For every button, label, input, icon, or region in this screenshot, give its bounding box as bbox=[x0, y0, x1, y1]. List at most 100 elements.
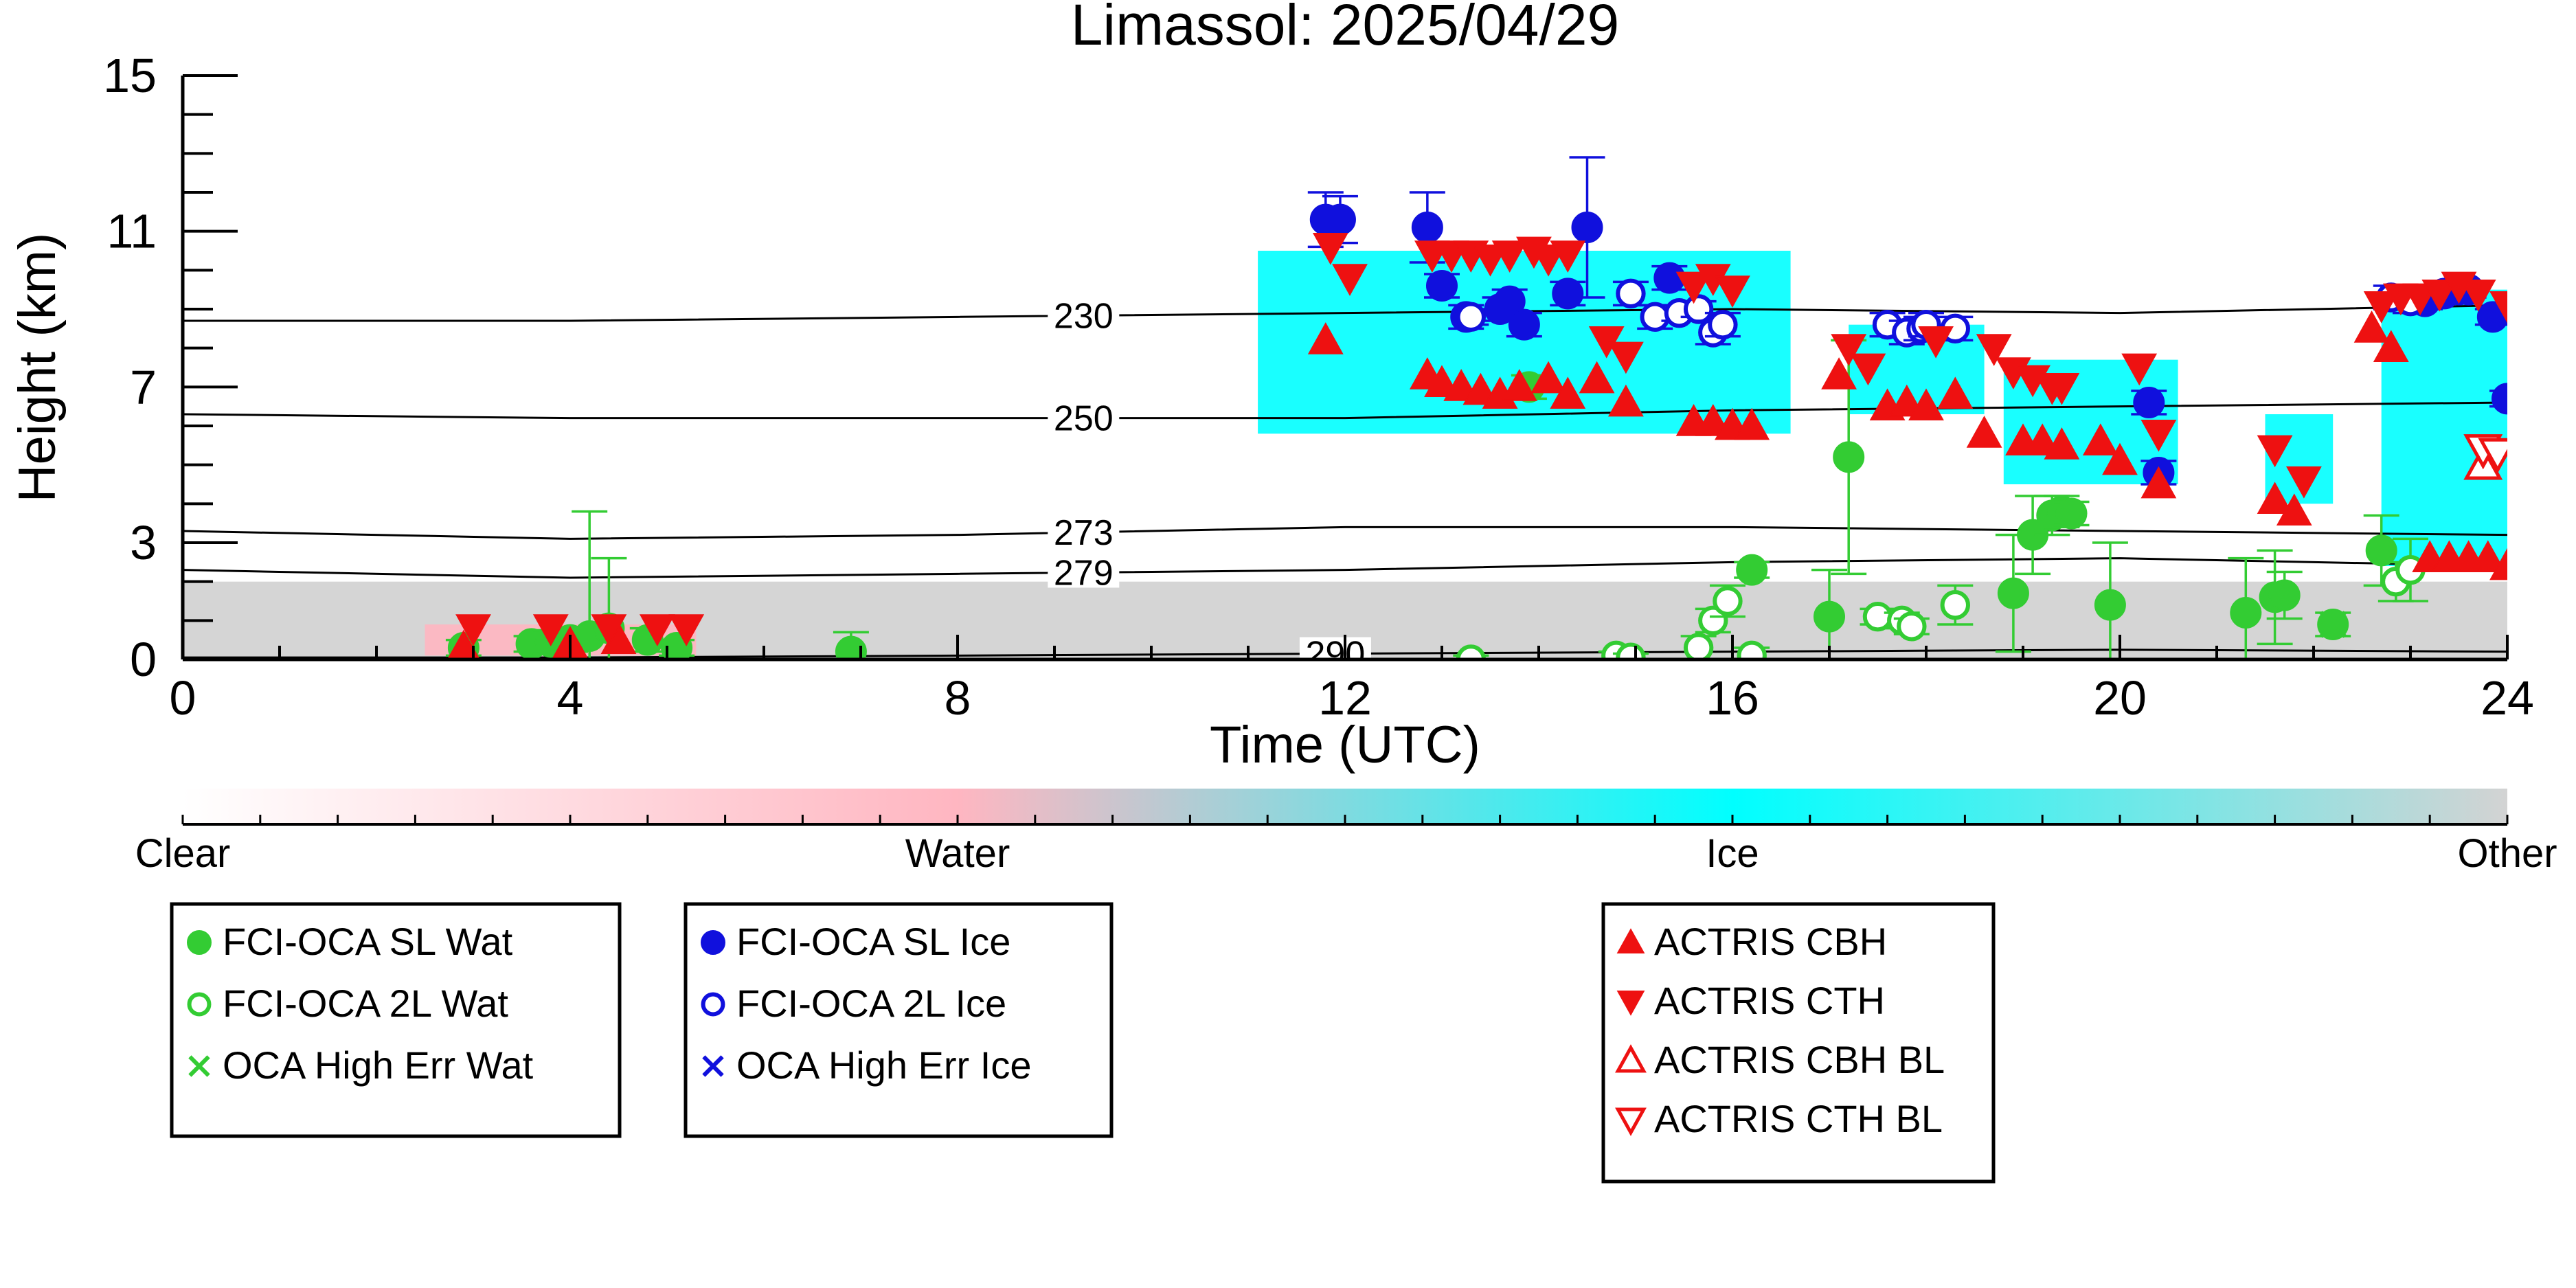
y-tick-label: 3 bbox=[130, 516, 157, 569]
actris-cbh-point bbox=[1579, 361, 1615, 394]
actris-cth-point bbox=[2363, 291, 2399, 324]
contour-line-230 bbox=[183, 304, 2507, 322]
fci-oca-sl-ice-point bbox=[1508, 308, 1540, 341]
actris-cth-point bbox=[1491, 240, 1528, 273]
contour-label-273: 273 bbox=[1054, 513, 1114, 553]
fci-oca-sl-ice-point bbox=[2133, 387, 2165, 418]
actris-cth-point bbox=[1312, 232, 1348, 265]
x-axis-label: Time (UTC) bbox=[1210, 716, 1480, 774]
fci-oca-2l-ice-point bbox=[1640, 302, 1670, 332]
fci-oca-sl-ice-point bbox=[1411, 212, 1443, 243]
x-tick-label: 0 bbox=[170, 671, 196, 725]
contour-label-290: 290 bbox=[1306, 635, 1366, 675]
fci-oca-2l-ice-point bbox=[1616, 278, 1646, 309]
legend-marker bbox=[1615, 1107, 1647, 1136]
x-tick-label: 12 bbox=[1318, 671, 1372, 725]
actris-cbh-point bbox=[1501, 369, 1537, 401]
fci-oca-2l-ice-point bbox=[1456, 302, 1487, 332]
fci-oca-sl-ice-point bbox=[1324, 203, 1356, 236]
colorbar-axis: Clear Water Ice Other bbox=[135, 815, 2557, 876]
contour-line-279 bbox=[183, 557, 2507, 579]
legend-marker bbox=[187, 992, 212, 1017]
actris-cth-point bbox=[1976, 334, 2012, 366]
legend-marker bbox=[187, 930, 212, 955]
actris-cbh-point bbox=[1966, 416, 2002, 448]
cloud-height-points bbox=[445, 156, 2507, 659]
contour-label-230: 230 bbox=[1054, 296, 1114, 336]
actris-cbh-point bbox=[2276, 493, 2312, 526]
fci-oca-sl-ice-point bbox=[1426, 270, 1458, 302]
cloud-region-ice bbox=[2381, 289, 2507, 566]
legend-label: FCI-OCA SL Ice bbox=[736, 920, 1010, 963]
actris-cth-point bbox=[2421, 279, 2458, 312]
actris-cbh-point bbox=[1307, 322, 1344, 354]
legend-marker bbox=[1616, 928, 1645, 953]
contour-label-bg bbox=[1048, 401, 1120, 433]
legend-marker bbox=[188, 1055, 210, 1077]
actris-cth-point bbox=[2121, 353, 2158, 386]
actris-cth-point bbox=[1608, 341, 1644, 374]
actris-cth-bl-point bbox=[2478, 438, 2507, 474]
y-axis-label: Height (km) bbox=[8, 233, 67, 503]
fci-oca-2l-wat-point bbox=[1713, 586, 1743, 616]
y-tick-label: 11 bbox=[106, 205, 157, 258]
actris-cbh-point bbox=[2373, 330, 2409, 363]
actris-cbh-point bbox=[1734, 407, 1770, 440]
actris-cth-point bbox=[2460, 279, 2496, 312]
x-tick-label: 24 bbox=[2481, 671, 2534, 725]
actris-cth-point bbox=[591, 614, 627, 646]
contour-label-bg bbox=[1048, 556, 1120, 588]
fci-oca-sl-ice-point bbox=[1552, 278, 1584, 310]
actris-cth-point bbox=[2257, 435, 2293, 468]
fci-oca-sl-wat-point bbox=[2094, 589, 2126, 621]
x-tick-label: 16 bbox=[1706, 671, 1759, 725]
actris-cth-point bbox=[1550, 240, 1586, 273]
actris-cbh-point bbox=[2489, 547, 2507, 580]
actris-cbh-point bbox=[2470, 540, 2506, 573]
legend-box bbox=[683, 902, 1114, 1138]
actris-cth-point bbox=[1850, 353, 1886, 386]
y-tick-label: 7 bbox=[130, 360, 157, 414]
legend-marker bbox=[701, 930, 725, 955]
colorbar-label: Clear bbox=[135, 831, 231, 876]
legends: FCI-OCA SL Wat FCI-OCA 2L Wat OCA High Err… bbox=[170, 902, 1996, 1184]
actris-cth-point bbox=[1831, 334, 1867, 366]
legend-box bbox=[1601, 902, 1996, 1184]
legend-label: ACTRIS CBH bbox=[1654, 920, 1887, 963]
legend-label: ACTRIS CTH bbox=[1654, 979, 1885, 1022]
actris-cbh-point bbox=[2044, 427, 2080, 460]
actris-cth-point bbox=[1675, 271, 1712, 304]
fci-oca-2l-wat-point bbox=[1897, 611, 1927, 642]
colorbar-label: Other bbox=[2457, 831, 2557, 876]
actris-cth-point bbox=[668, 614, 705, 646]
x-tick-label: 8 bbox=[945, 671, 971, 725]
actris-cbh-point bbox=[2353, 310, 2390, 343]
fci-oca-2l-wat-point bbox=[1940, 589, 1971, 620]
fci-oca-2l-wat-point bbox=[1698, 605, 1728, 636]
contour-label-279: 279 bbox=[1054, 553, 1114, 593]
legend-marker bbox=[701, 992, 725, 1017]
actris-cbh-point bbox=[1530, 361, 1566, 394]
x-tick-label: 4 bbox=[557, 671, 584, 725]
y-tick-label: 15 bbox=[103, 49, 157, 102]
actris-cth-point bbox=[640, 614, 675, 646]
contour-line-273 bbox=[183, 526, 2507, 540]
legend-label: FCI-OCA 2L Ice bbox=[736, 982, 1006, 1025]
colorbar-label: Ice bbox=[1706, 831, 1759, 876]
contour-line-250 bbox=[183, 401, 2507, 420]
fci-oca-sl-wat-point bbox=[1997, 577, 2029, 609]
fci-oca-sl-wat-point bbox=[835, 635, 867, 659]
actris-cbh-point bbox=[1550, 376, 1586, 409]
contour-label-bg bbox=[1299, 637, 1371, 659]
actris-cbh-point bbox=[2102, 442, 2138, 475]
contour-label-250: 250 bbox=[1054, 399, 1114, 439]
legend-label: OCA High Err Wat bbox=[223, 1043, 534, 1087]
legend-marker bbox=[1616, 991, 1645, 1016]
actris-cbh-point bbox=[2140, 466, 2177, 499]
actris-cth-point bbox=[2044, 372, 2080, 405]
actris-cth-point bbox=[1715, 275, 1750, 308]
fci-oca-2l-wat-point bbox=[1862, 601, 1893, 632]
contour-label-bg bbox=[1048, 515, 1120, 547]
contour-label-bg bbox=[1048, 299, 1120, 331]
